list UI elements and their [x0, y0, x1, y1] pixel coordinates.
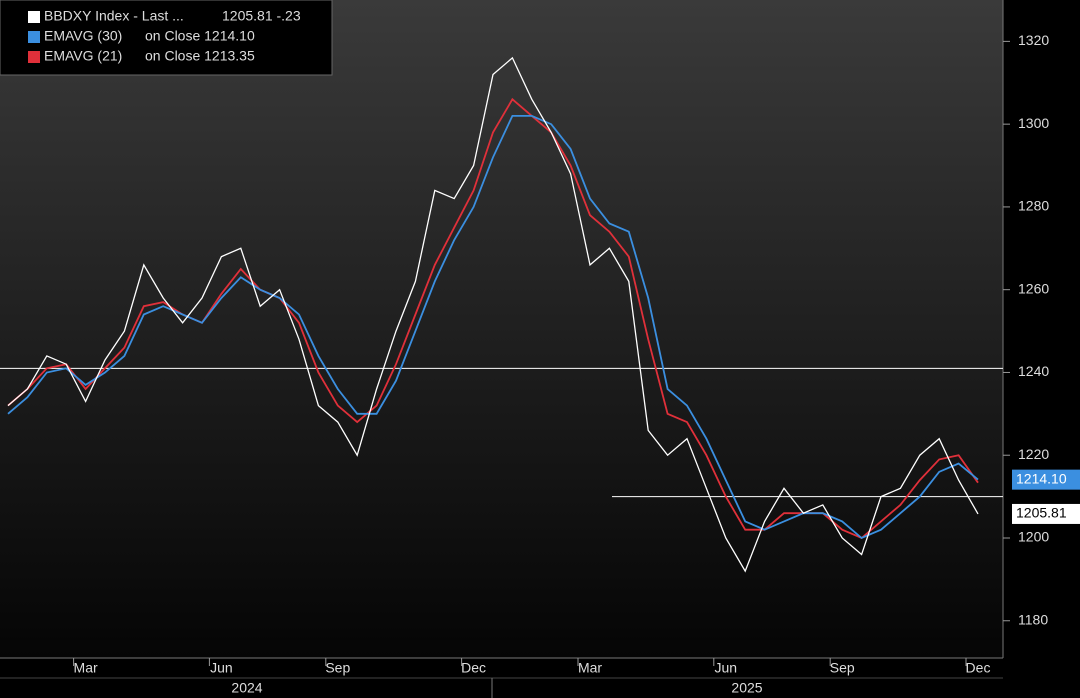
series-line — [7, 115, 979, 540]
axis-area — [1003, 0, 1080, 658]
y-tick-label: 1240 — [1018, 363, 1049, 379]
legend-box — [0, 0, 333, 76]
legend-swatch — [28, 11, 40, 23]
x-tick-label: Jun — [210, 660, 233, 676]
y-tick-label: 1260 — [1018, 280, 1049, 296]
last-value-label: 1205.81 — [1016, 505, 1067, 521]
legend-detail: on Close 1213.35 — [145, 48, 255, 64]
year-label: 2025 — [731, 680, 762, 696]
x-tick-label: Mar — [578, 660, 602, 676]
legend-swatch — [28, 31, 40, 43]
legend-name: EMAVG (30) — [44, 28, 122, 44]
x-tick-label: Sep — [325, 660, 350, 676]
y-tick-label: 1200 — [1018, 529, 1049, 545]
legend-swatch — [28, 51, 40, 63]
last-value-label: 1214.10 — [1016, 470, 1067, 486]
y-tick-label: 1280 — [1018, 198, 1049, 214]
plot-area — [0, 0, 1003, 658]
x-tick-label: Dec — [966, 660, 991, 676]
legend: BBDXY Index - Last ... 1205.81 -.23 EMAVG … — [0, 0, 333, 76]
last-value-tag — [1012, 503, 1080, 524]
x-tick-label: Dec — [461, 660, 486, 676]
last-value-tag — [1012, 469, 1080, 490]
y-tick-label: 1180 — [1018, 611, 1048, 627]
y-tick-label: 1220 — [1018, 446, 1049, 462]
legend-name: EMAVG (21) — [44, 48, 122, 64]
x-tick-label: Jun — [715, 660, 738, 676]
legend-detail: 1205.81 -.23 — [222, 8, 301, 24]
y-tick-label: 1300 — [1018, 115, 1049, 131]
series-line — [7, 56, 979, 573]
year-label: 2024 — [231, 680, 262, 696]
y-tick-label: 1320 — [1018, 32, 1049, 48]
legend-detail: on Close 1214.10 — [145, 28, 255, 44]
x-tick-label: Mar — [74, 660, 98, 676]
x-tick-label: Sep — [830, 660, 855, 676]
legend-name: BBDXY Index - Last ... — [44, 8, 184, 24]
